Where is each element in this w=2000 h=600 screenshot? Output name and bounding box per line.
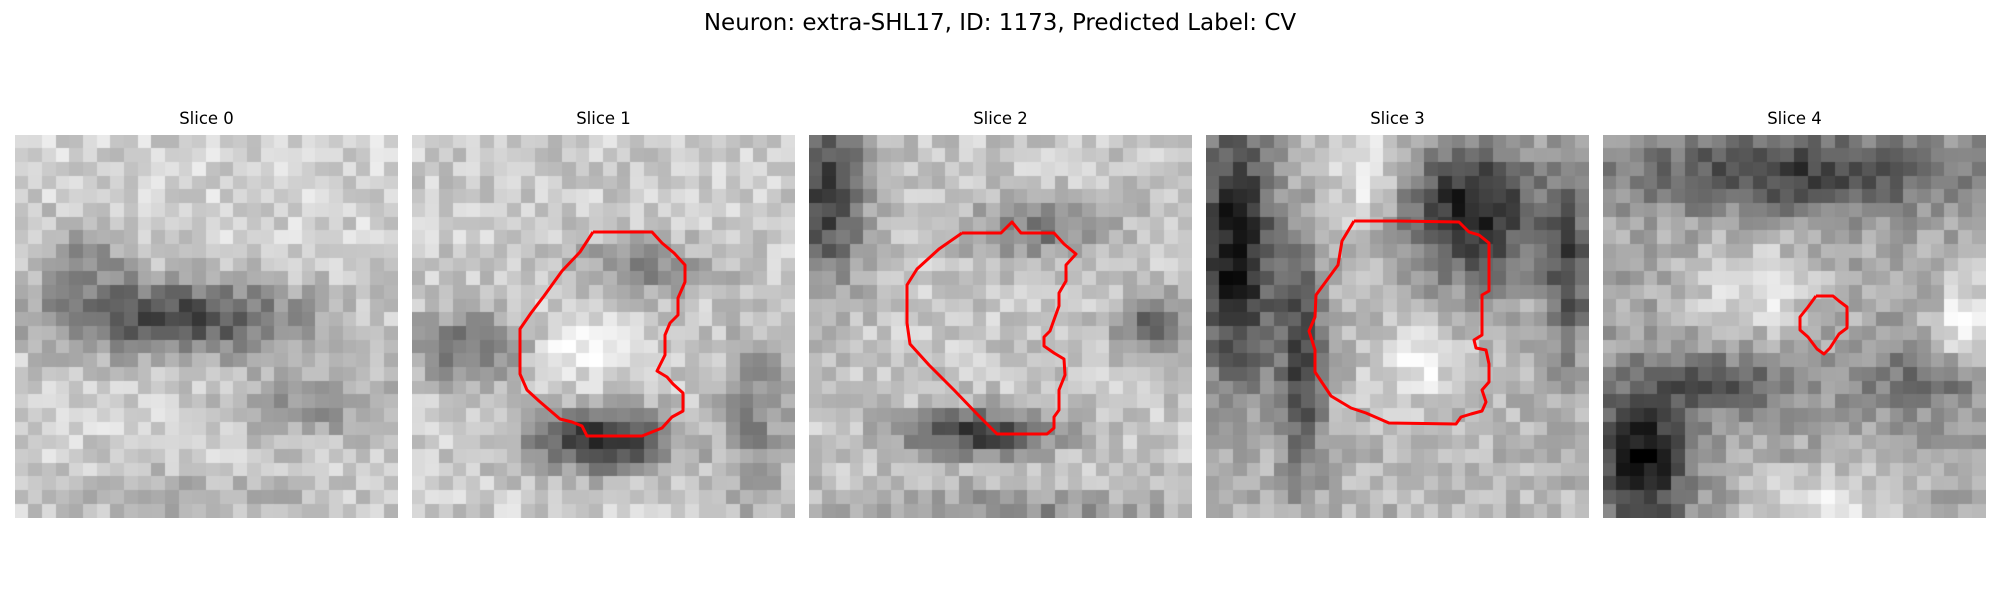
slice-title-1: Slice 1 (576, 109, 631, 128)
slice-title-2: Slice 2 (973, 109, 1028, 128)
slice-image-0 (15, 135, 398, 518)
slice-image-2 (809, 135, 1192, 518)
slice-image-1 (412, 135, 795, 518)
figure-title: Neuron: extra-SHL17, ID: 1173, Predicted… (703, 10, 1297, 36)
slice-image-3 (1206, 135, 1589, 518)
slice-panel-4: Slice 4 (1603, 108, 1986, 520)
slice-title-3: Slice 3 (1370, 109, 1425, 128)
slice-title-4: Slice 4 (1767, 109, 1822, 128)
slice-panel-3: Slice 3 (1206, 108, 1589, 520)
slice-panel-0: Slice 0 (15, 108, 398, 520)
slice-image-4 (1603, 135, 1986, 518)
slice-panel-1: Slice 1 (412, 108, 795, 520)
slice-title-0: Slice 0 (179, 109, 234, 128)
slice-panel-2: Slice 2 (809, 108, 1192, 520)
